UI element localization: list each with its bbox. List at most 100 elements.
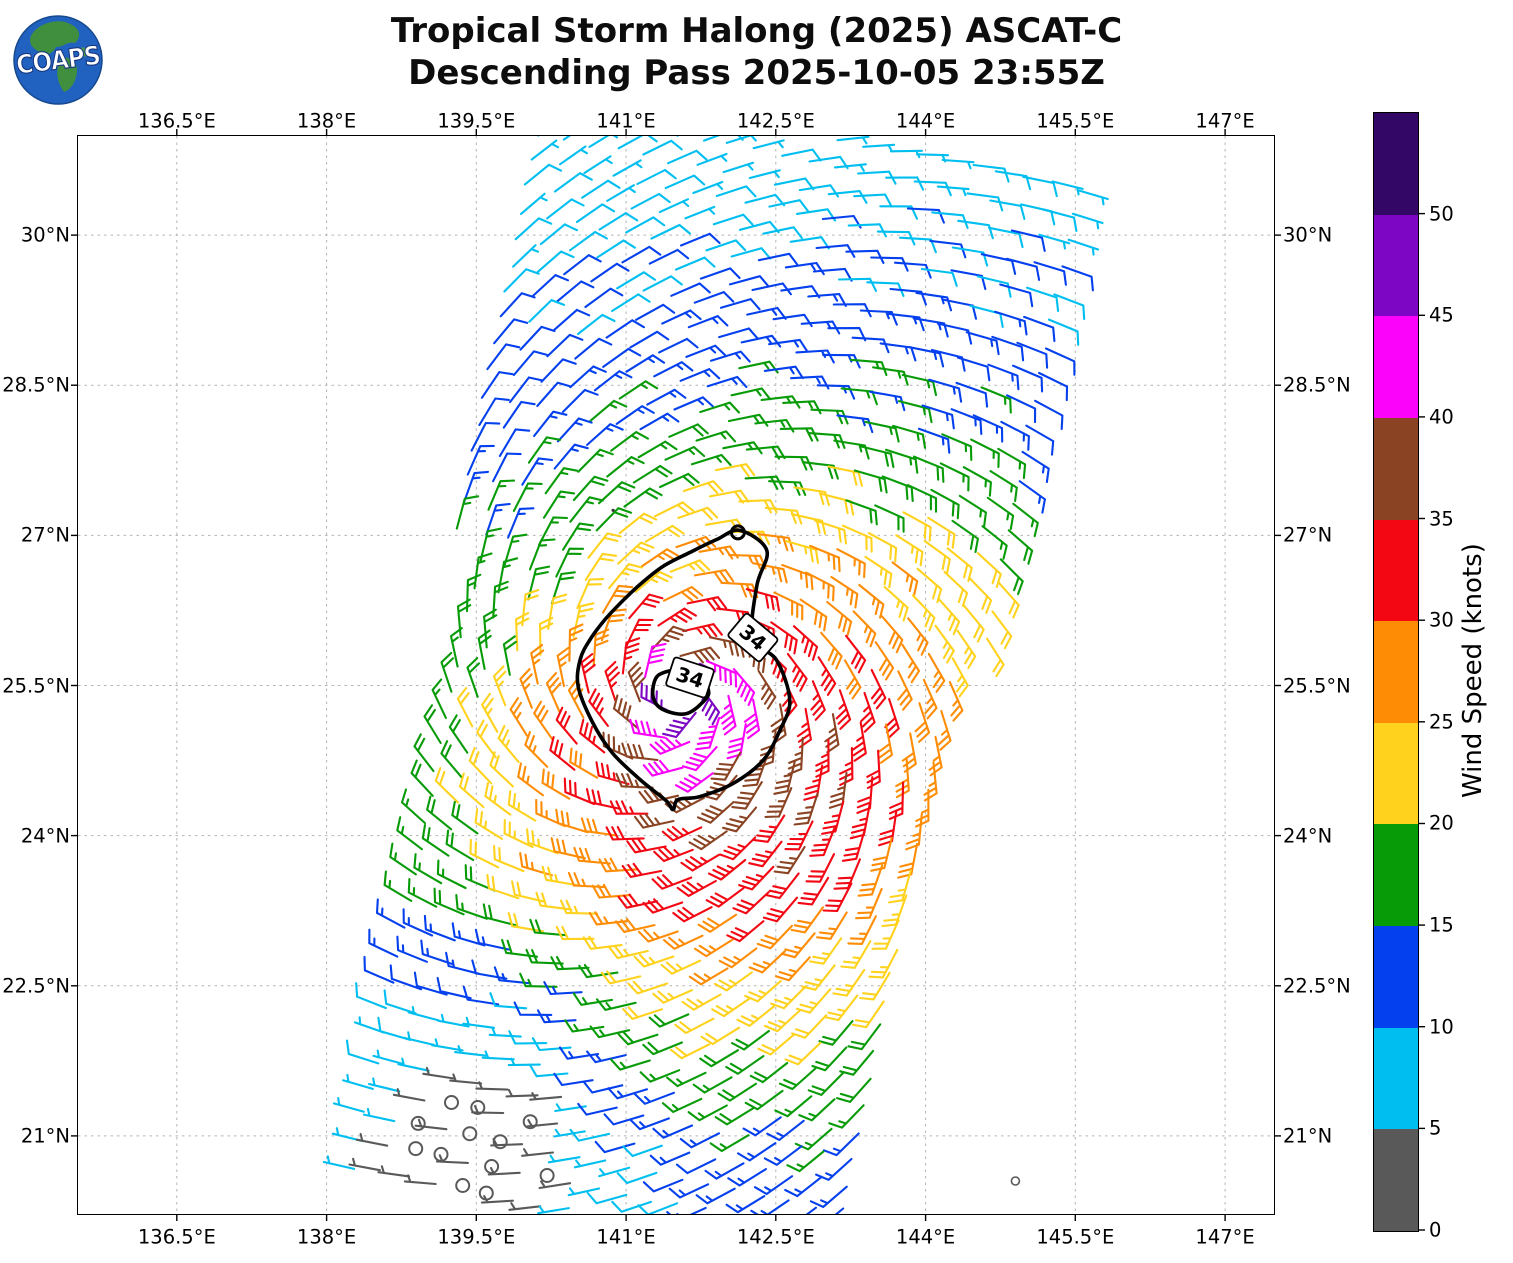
colorbar-tick-label: 25 — [1429, 710, 1454, 734]
wind-barb — [797, 876, 830, 906]
wind-barb — [536, 1009, 577, 1024]
plot-title-line2: Descending Pass 2025-10-05 23:55Z — [408, 53, 1105, 93]
wind-barb — [561, 388, 599, 413]
wind-barb — [717, 1082, 758, 1102]
wind-barb — [748, 169, 781, 180]
wind-barb — [687, 315, 729, 329]
wind-barb — [558, 1046, 600, 1060]
wind-barb — [590, 262, 630, 283]
wind-barb — [606, 456, 645, 478]
wind-barb — [742, 1116, 782, 1137]
wind-barb — [653, 501, 695, 518]
wind-barb — [642, 898, 684, 914]
wind-barb — [455, 495, 480, 530]
wind-barb — [533, 700, 554, 740]
wind-barb — [738, 865, 775, 891]
wind-barb-layer — [322, 136, 1109, 1214]
wind-barb — [805, 853, 836, 883]
wind-barb — [377, 1016, 412, 1041]
wind-barb — [475, 1081, 509, 1091]
wind-barb — [1026, 286, 1060, 312]
wind-barb — [559, 899, 599, 915]
wind-barb — [923, 761, 938, 802]
colorbar-bin-25-30 — [1374, 621, 1418, 723]
wind-barb — [836, 1077, 872, 1103]
wind-barb — [612, 694, 639, 730]
wind-barb — [930, 488, 960, 520]
wind-barb — [666, 1071, 707, 1088]
wind-barb — [577, 1102, 618, 1116]
wind-barb — [820, 631, 843, 670]
colorbar-tick-label: 10 — [1429, 1015, 1454, 1039]
wind-barb — [535, 798, 566, 828]
wind-barb — [462, 985, 500, 1006]
lon-tick-label-top: 136.5°E — [137, 109, 216, 133]
lon-tick-label-top: 138°E — [296, 109, 357, 133]
wind-barb — [770, 985, 807, 1010]
wind-barb — [503, 819, 534, 849]
wind-barb — [684, 205, 716, 220]
wind-barb — [576, 313, 616, 336]
wind-barb — [480, 371, 514, 399]
wind-barb — [824, 994, 859, 1022]
wind-barb — [528, 299, 566, 323]
wind-barb — [483, 608, 498, 649]
wind-barb — [999, 283, 1034, 308]
wind-barb — [839, 1049, 875, 1076]
wind-barb — [600, 608, 627, 642]
wind-barb — [545, 672, 562, 713]
lon-tick-label-bottom: 136.5°E — [137, 1225, 216, 1249]
wind-barb — [541, 768, 571, 800]
wind-barb — [897, 670, 913, 711]
colorbar-bin-35-40 — [1374, 417, 1418, 520]
wind-barb — [822, 353, 861, 369]
wind-barb — [923, 539, 951, 574]
wind-barb — [550, 837, 586, 860]
wind-barb — [680, 853, 721, 872]
coaps-logo: COAPS — [13, 15, 103, 105]
wind-barb — [541, 865, 578, 887]
wind-barb — [577, 448, 614, 473]
logo-land-south — [57, 57, 77, 92]
lon-tick-label-bottom: 142.5°E — [736, 1225, 815, 1249]
wind-barb — [662, 711, 697, 739]
wind-barb — [635, 303, 676, 321]
wind-barb — [852, 610, 877, 648]
wind-barb — [1020, 203, 1056, 226]
wind-barb — [972, 163, 1010, 183]
wind-barb — [754, 418, 795, 433]
wind-barb — [529, 1092, 563, 1101]
wind-barb — [855, 888, 883, 920]
wind-barb — [421, 823, 450, 857]
wind-barb — [1005, 257, 1041, 281]
wind-barb — [431, 1038, 464, 1052]
wind-barb — [705, 660, 738, 688]
wind-barb — [688, 967, 729, 986]
wind-barb — [569, 365, 607, 389]
wind-barb — [436, 859, 467, 890]
wind-barb — [936, 185, 970, 197]
wind-barb — [864, 555, 893, 589]
wind-barb — [997, 447, 1027, 479]
wind-barb — [582, 1080, 624, 1094]
wind-barb — [937, 709, 952, 751]
wind-barb — [711, 997, 751, 1018]
wind-barb — [845, 499, 878, 526]
wind-barb — [517, 762, 545, 797]
wind-barb — [423, 914, 456, 942]
wind-barb — [611, 1200, 653, 1213]
wind-barb — [705, 887, 745, 908]
wind-barb — [634, 570, 673, 593]
wind-barb — [943, 570, 969, 607]
wind-barb — [649, 1151, 691, 1166]
wind-barb — [756, 532, 794, 552]
wind-barb — [413, 971, 448, 996]
colorbar-bin-20-25 — [1374, 722, 1418, 825]
wind-barb — [866, 749, 881, 790]
wind-barb — [827, 465, 863, 487]
wind-barb — [474, 808, 504, 840]
wind-barb — [626, 838, 667, 854]
wind-barb — [661, 825, 703, 842]
wind-barb — [490, 1137, 524, 1147]
lon-tick-label-bottom: 138°E — [296, 1225, 357, 1249]
